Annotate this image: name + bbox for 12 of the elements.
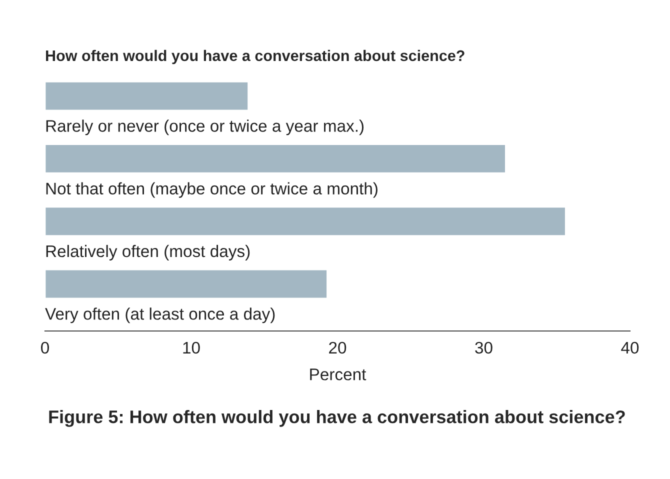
x-axis-title: Percent: [310, 368, 366, 380]
y-tick-label: Rarely or never (once or twice a year max.): [46, 120, 364, 136]
x-tick-label: 40: [621, 342, 639, 354]
y-tick-label: Very often (at least once a day): [45, 308, 275, 324]
x-tick-label: 20: [329, 342, 346, 354]
chart-title: How often would you have a conversation about science?: [46, 50, 464, 64]
y-tick-label: Not that often (maybe once or twice a month): [46, 182, 378, 198]
y-tick-label: Relatively often (most days): [46, 244, 250, 260]
x-tick-label: 30: [475, 342, 492, 354]
x-tick-label: 10: [183, 342, 200, 354]
x-tick-label: 0: [41, 342, 49, 354]
caption: Figure 5: How often would you have a conversation about science?: [49, 410, 625, 427]
